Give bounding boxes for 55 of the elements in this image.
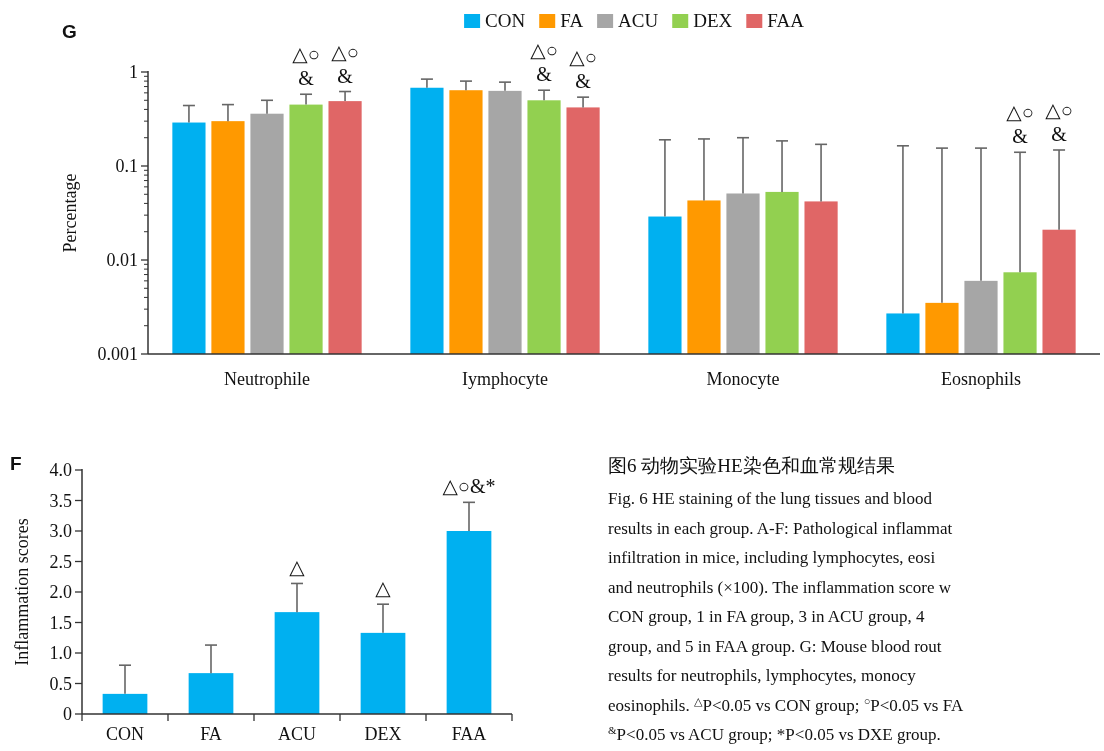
text: results in each group. A-F: Pathological inflammat (608, 518, 953, 538)
annotation: △○ & (331, 40, 359, 87)
legend-label: ACU (618, 10, 659, 31)
annotation: △○ & (292, 43, 320, 90)
caption: Fig. 6 HE staining of the lung tissues and blood (608, 489, 933, 508)
y-axis-title: Percentage (60, 173, 80, 253)
x-tick-label: CON (105, 724, 145, 744)
annotation: △○ & (1006, 101, 1034, 148)
text: infiltration in mice, including lymphocytes, eosi (608, 548, 936, 567)
y-axis-title: Inflammation scores (12, 518, 32, 666)
annotation: △○ & (530, 39, 558, 86)
x-tick-label: Eosnophils (940, 369, 1022, 389)
text: group, and 5 in FAA group. G: Mouse blood rout (608, 636, 942, 656)
text: and neutrophils (×100). The inflammation score w (608, 577, 952, 597)
x-tick-label: Iymphocyte (462, 369, 548, 389)
y-tick-label: 0.001 (97, 344, 138, 364)
text: F (10, 453, 22, 474)
text: results for neutrophils, lymphocytes, monocy (608, 666, 917, 685)
annotation: △○ & (1045, 99, 1073, 145)
text: CON group, 1 in FA group, 3 in ACU group, 4 (608, 607, 926, 626)
text: eosinophils. $^{△}$P<0.05 vs CON group; $^{○}$P<0.05 vs FA (608, 694, 964, 715)
annotation: △○ & (569, 46, 597, 93)
y-tick-label: 1.0 (49, 643, 72, 663)
text: $^{&}$P<0.05 vs ACU group; *P<0.05 vs DXE group. (608, 724, 941, 744)
y-tick-label: 4.0 (49, 460, 72, 480)
y-tick-label: 0 (63, 704, 72, 724)
x-tick-label: ACU (277, 724, 317, 744)
x-tick-label: Neutrophile (224, 369, 310, 389)
legend-label: FA (560, 10, 584, 31)
y-tick-label: 2.5 (49, 551, 72, 572)
y-tick-label: 3.5 (49, 490, 72, 511)
y-tick-label: 1.5 (49, 612, 72, 633)
y-tick-label: 3.0 (49, 521, 72, 541)
y-tick-label: 1 (129, 62, 138, 82)
bar (360, 632, 406, 714)
x-tick-label: FA (200, 724, 222, 744)
legend-label: CON (485, 10, 526, 31)
bar (446, 531, 492, 714)
y-tick-label: 2.0 (49, 582, 72, 602)
text: 图6 动物实验HE染色和血常规结果 (608, 455, 895, 476)
x-tick-label: DEX (364, 724, 402, 744)
bar (274, 612, 320, 714)
annotation: △ (289, 556, 306, 579)
legend-label: DEX (693, 10, 733, 31)
x-tick-label: FAA (451, 724, 487, 744)
bar (188, 673, 234, 714)
annotation: △○&* (442, 475, 496, 498)
annotation: △ (375, 577, 392, 600)
y-tick-label: 0.5 (49, 673, 72, 694)
text: G (62, 21, 77, 42)
bar (102, 693, 148, 714)
y-tick-label: 0.1 (115, 156, 138, 176)
legend-label: FAA (767, 10, 805, 31)
y-tick-label: 0.01 (106, 250, 138, 270)
x-tick-label: Monocyte (706, 369, 780, 389)
